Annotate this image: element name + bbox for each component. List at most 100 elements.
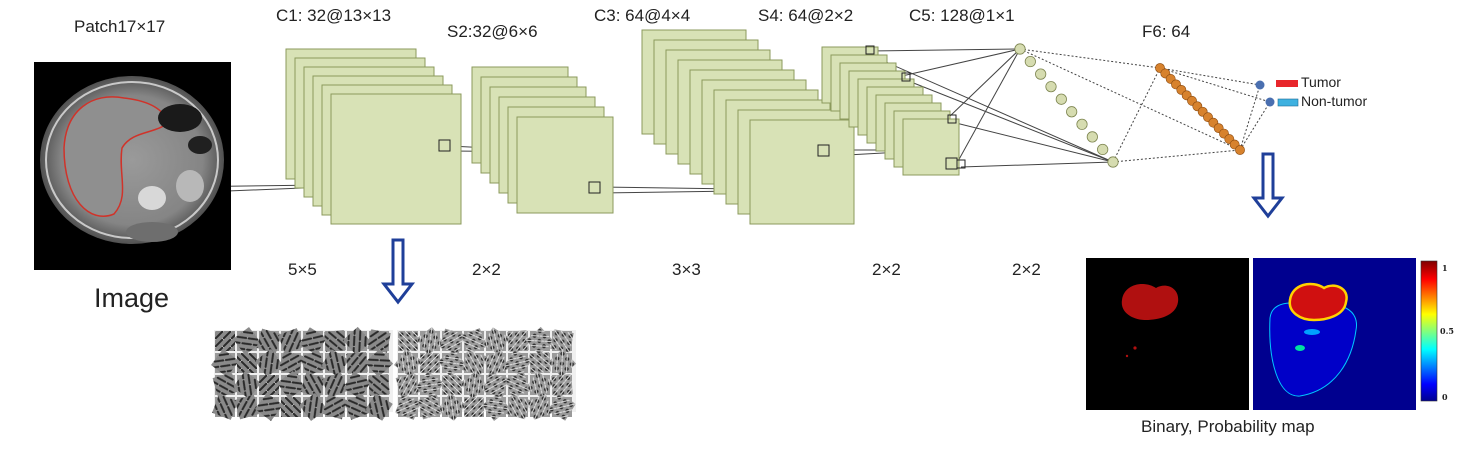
filter-tile-texture	[505, 372, 531, 398]
binary-map-tumor-region	[1121, 284, 1179, 320]
probability-map-tumor-region	[1288, 282, 1348, 322]
filter-tile-texture	[481, 392, 511, 422]
filter-tile-texture	[415, 370, 445, 400]
filter-tile	[346, 352, 368, 374]
binary-map-speck	[1125, 354, 1129, 358]
c1-stack	[285, 48, 462, 225]
filter-tile	[259, 375, 279, 395]
c5-neuron	[1086, 131, 1098, 143]
filter-tile	[237, 353, 257, 373]
filter-tile	[548, 393, 576, 421]
filter-tile	[505, 372, 531, 398]
filter-tile	[215, 331, 235, 351]
feature-map	[749, 119, 855, 225]
feature-map-stacks	[285, 29, 960, 225]
filter-tile-texture	[321, 349, 349, 377]
filter-tile-texture	[417, 394, 443, 420]
filter-tile	[281, 397, 301, 417]
s4-rf-box	[865, 45, 875, 55]
filter-tile-texture	[281, 397, 301, 417]
filter-tile-texture	[343, 371, 371, 399]
feature-map	[902, 118, 960, 176]
legend-non-tumor: Non-tumor	[1301, 93, 1368, 109]
c5-neuron	[1097, 143, 1109, 156]
filter-tile	[321, 349, 349, 377]
colorbar-tick-mid: 0.5	[1440, 326, 1454, 336]
f6-link	[1019, 48, 1241, 151]
filter-tile	[483, 372, 509, 398]
filter-tile-texture	[278, 350, 304, 376]
s4-rf-box	[901, 72, 911, 82]
filter-tile	[526, 371, 554, 399]
filter-tile	[299, 327, 327, 355]
filter-tile	[212, 372, 238, 398]
filter-tile	[525, 326, 555, 356]
c5-label: C5: 128@1×1	[909, 6, 1015, 25]
filter-tile	[459, 370, 489, 400]
f6-link	[1112, 149, 1241, 163]
c5-link	[947, 48, 1021, 119]
filter-tile-texture	[259, 375, 279, 395]
c5-neuron	[1076, 118, 1088, 130]
filter-tile-texture	[254, 348, 284, 378]
filter-tile	[527, 394, 553, 420]
filter-tile-texture	[298, 392, 328, 422]
filter-tile	[550, 329, 574, 353]
filter-tile	[461, 328, 487, 354]
filter-tile	[234, 394, 260, 420]
filter-tile-texture	[256, 328, 282, 354]
filter-tile-texture	[420, 353, 440, 373]
filter-tile-texture	[232, 326, 262, 356]
filter-tile-texture	[234, 394, 260, 420]
filter-tile	[393, 348, 423, 378]
filter-tile	[398, 331, 418, 351]
filter-tile-texture	[395, 394, 421, 420]
filter-tile-texture	[254, 392, 284, 422]
filter-tile-texture	[276, 370, 306, 400]
feature-map	[516, 116, 614, 214]
filter-tile-texture	[437, 392, 467, 422]
filter-tile	[504, 349, 532, 377]
s4-rf-box	[956, 159, 966, 169]
c5-neuron	[1045, 81, 1057, 93]
filter-tile-texture	[364, 348, 394, 378]
filter-tile-texture	[212, 372, 238, 398]
c5-rf-box	[817, 144, 830, 157]
filter-tile-texture	[210, 348, 240, 378]
ct-bowel-gas	[188, 136, 212, 154]
filter-tile	[365, 393, 393, 421]
filter-tile-texture	[395, 372, 421, 398]
filter-tile	[278, 350, 304, 376]
filter-tile-texture	[300, 350, 326, 376]
filter-tile	[232, 370, 262, 400]
filter-tile	[529, 352, 551, 374]
filter-tile	[212, 394, 238, 420]
filter-tile	[507, 330, 529, 352]
c5-neuron	[1024, 55, 1036, 68]
filter-tile	[461, 350, 487, 376]
c3-label: C3: 64@4×4	[594, 6, 691, 25]
filters-panel-1	[210, 326, 394, 422]
filter-tile-texture	[459, 370, 489, 400]
filter-tile	[342, 326, 372, 356]
ct-back-muscle	[126, 222, 178, 242]
filter-tile	[547, 348, 577, 378]
c5-link	[905, 79, 1114, 163]
filter-tile-texture	[525, 326, 555, 356]
filter-tile-texture	[504, 349, 532, 377]
s4-stack	[821, 46, 960, 176]
patch-label: Patch17×17	[74, 17, 166, 36]
filter-tile	[437, 392, 467, 422]
filter-tile-texture	[437, 348, 467, 378]
filter-tile	[364, 348, 394, 378]
filter-tile	[442, 375, 462, 395]
out-link	[1239, 101, 1271, 151]
output-caption: Binary, Probability map	[1141, 417, 1315, 436]
colorbar-tick-high: 1	[1442, 263, 1448, 273]
filter-tile	[367, 329, 391, 353]
probability-map-hotspot	[1295, 345, 1305, 351]
output-neuron-non-tumor	[1265, 97, 1275, 107]
colorbar	[1420, 260, 1438, 402]
filter-tile-texture	[342, 326, 372, 356]
